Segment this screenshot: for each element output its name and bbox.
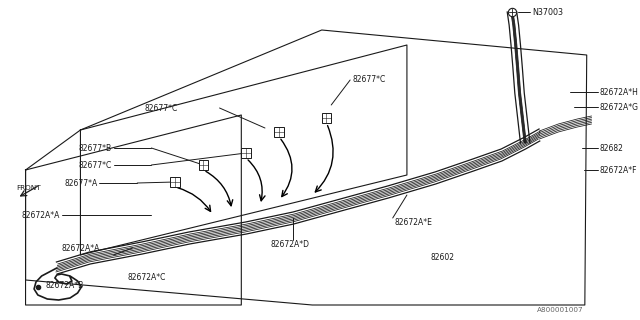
Polygon shape bbox=[170, 177, 180, 187]
Text: 82677*C: 82677*C bbox=[352, 75, 385, 84]
Polygon shape bbox=[322, 113, 332, 123]
Text: 82672A*G: 82672A*G bbox=[600, 102, 639, 111]
Text: 82672A*F: 82672A*F bbox=[600, 165, 637, 174]
Text: 82672A*E: 82672A*E bbox=[395, 218, 433, 227]
Text: 82677*B: 82677*B bbox=[79, 143, 111, 153]
Text: 82672A*B: 82672A*B bbox=[45, 281, 83, 290]
Polygon shape bbox=[241, 148, 251, 158]
Text: 82677*C: 82677*C bbox=[145, 103, 178, 113]
Text: 82672A*D: 82672A*D bbox=[271, 239, 310, 249]
Text: 82677*C: 82677*C bbox=[79, 161, 111, 170]
Text: 82602: 82602 bbox=[431, 253, 454, 262]
Text: A800001007: A800001007 bbox=[537, 307, 584, 313]
Text: 82672A*A: 82672A*A bbox=[61, 244, 100, 252]
Text: 82672A*A: 82672A*A bbox=[21, 211, 60, 220]
Text: N37003: N37003 bbox=[532, 7, 563, 17]
Text: 82682: 82682 bbox=[600, 143, 624, 153]
Text: 82677*A: 82677*A bbox=[64, 179, 97, 188]
Text: 82672A*H: 82672A*H bbox=[600, 87, 639, 97]
Text: 82672A*C: 82672A*C bbox=[127, 274, 166, 283]
Text: FRONT: FRONT bbox=[16, 185, 41, 191]
Polygon shape bbox=[199, 160, 208, 170]
Polygon shape bbox=[275, 127, 284, 137]
